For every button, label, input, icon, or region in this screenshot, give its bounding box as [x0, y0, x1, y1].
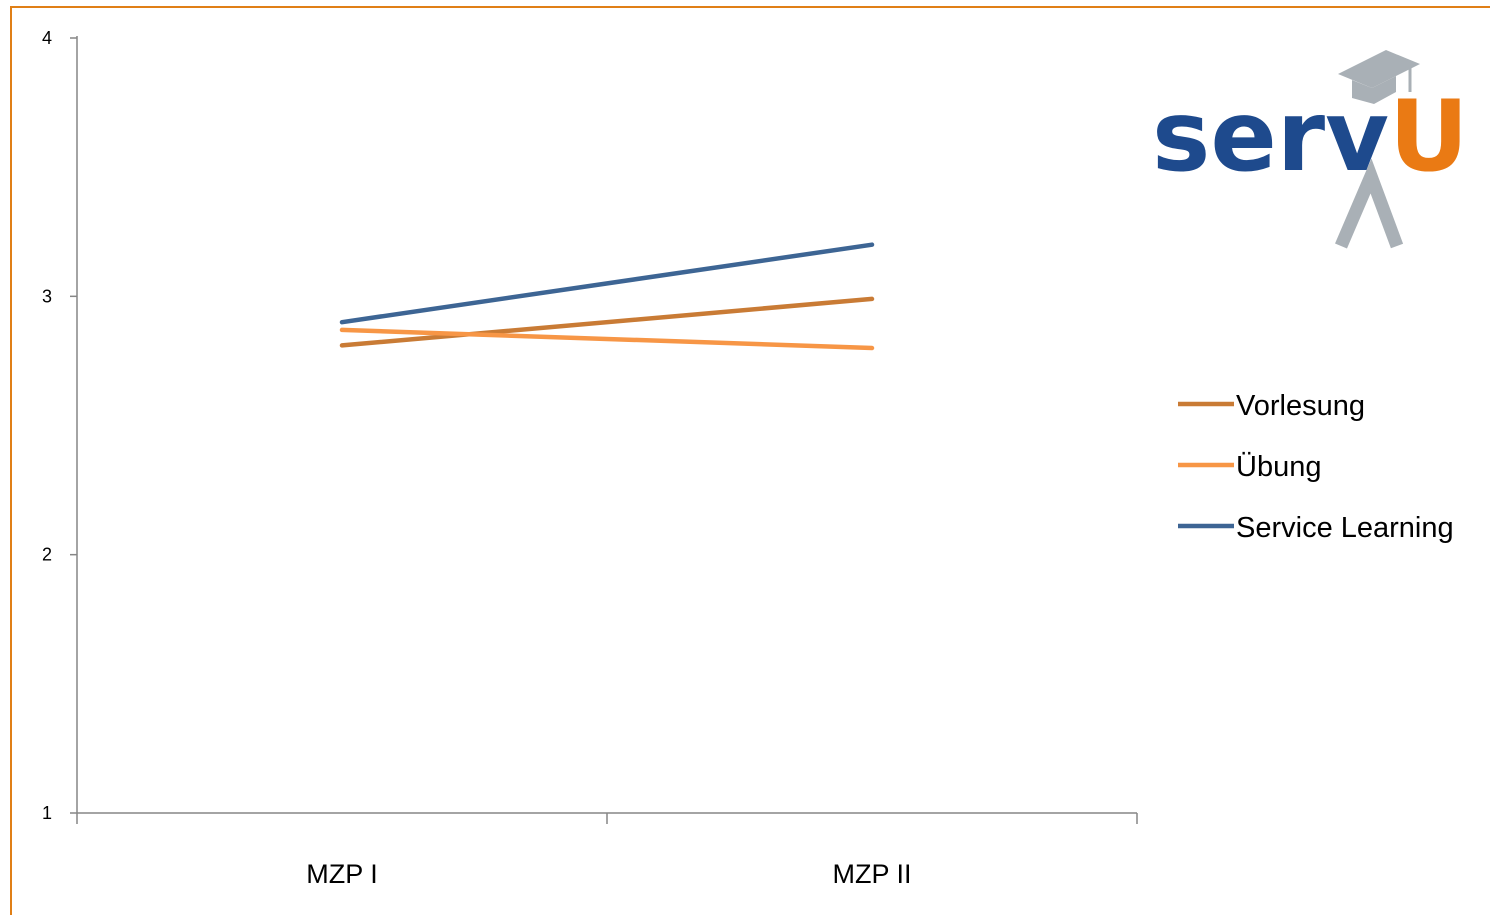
series-line-0 — [339, 296, 875, 348]
servu-logo: servU — [1152, 50, 1469, 249]
legend-label: Vorlesung — [1236, 390, 1365, 422]
logo-text-u: U — [1389, 80, 1469, 194]
y-tick-label: 4 — [42, 28, 52, 48]
legend: Vorlesung Übung Service Learning — [1178, 390, 1454, 544]
x-category-label: MZP I — [306, 859, 378, 889]
figure-legs-icon — [1335, 158, 1404, 249]
graduation-cap-icon — [1338, 50, 1420, 88]
legend-label: Service Learning — [1236, 512, 1454, 544]
y-tick-label: 3 — [42, 286, 52, 306]
series-line-2 — [339, 242, 875, 325]
legend-label: Übung — [1236, 451, 1321, 483]
logo-wordmark: servU — [1152, 80, 1469, 194]
graduation-cap-base — [1352, 76, 1396, 104]
chart-axes: 1 2 3 4 MZP I MZP II — [42, 28, 1138, 889]
logo-text-serv: serv — [1152, 80, 1389, 194]
series-line-1 — [339, 327, 875, 351]
y-tick-label: 1 — [42, 803, 52, 823]
y-tick-label: 2 — [42, 545, 52, 565]
series-layer — [339, 242, 875, 351]
x-category-label: MZP II — [832, 859, 911, 889]
